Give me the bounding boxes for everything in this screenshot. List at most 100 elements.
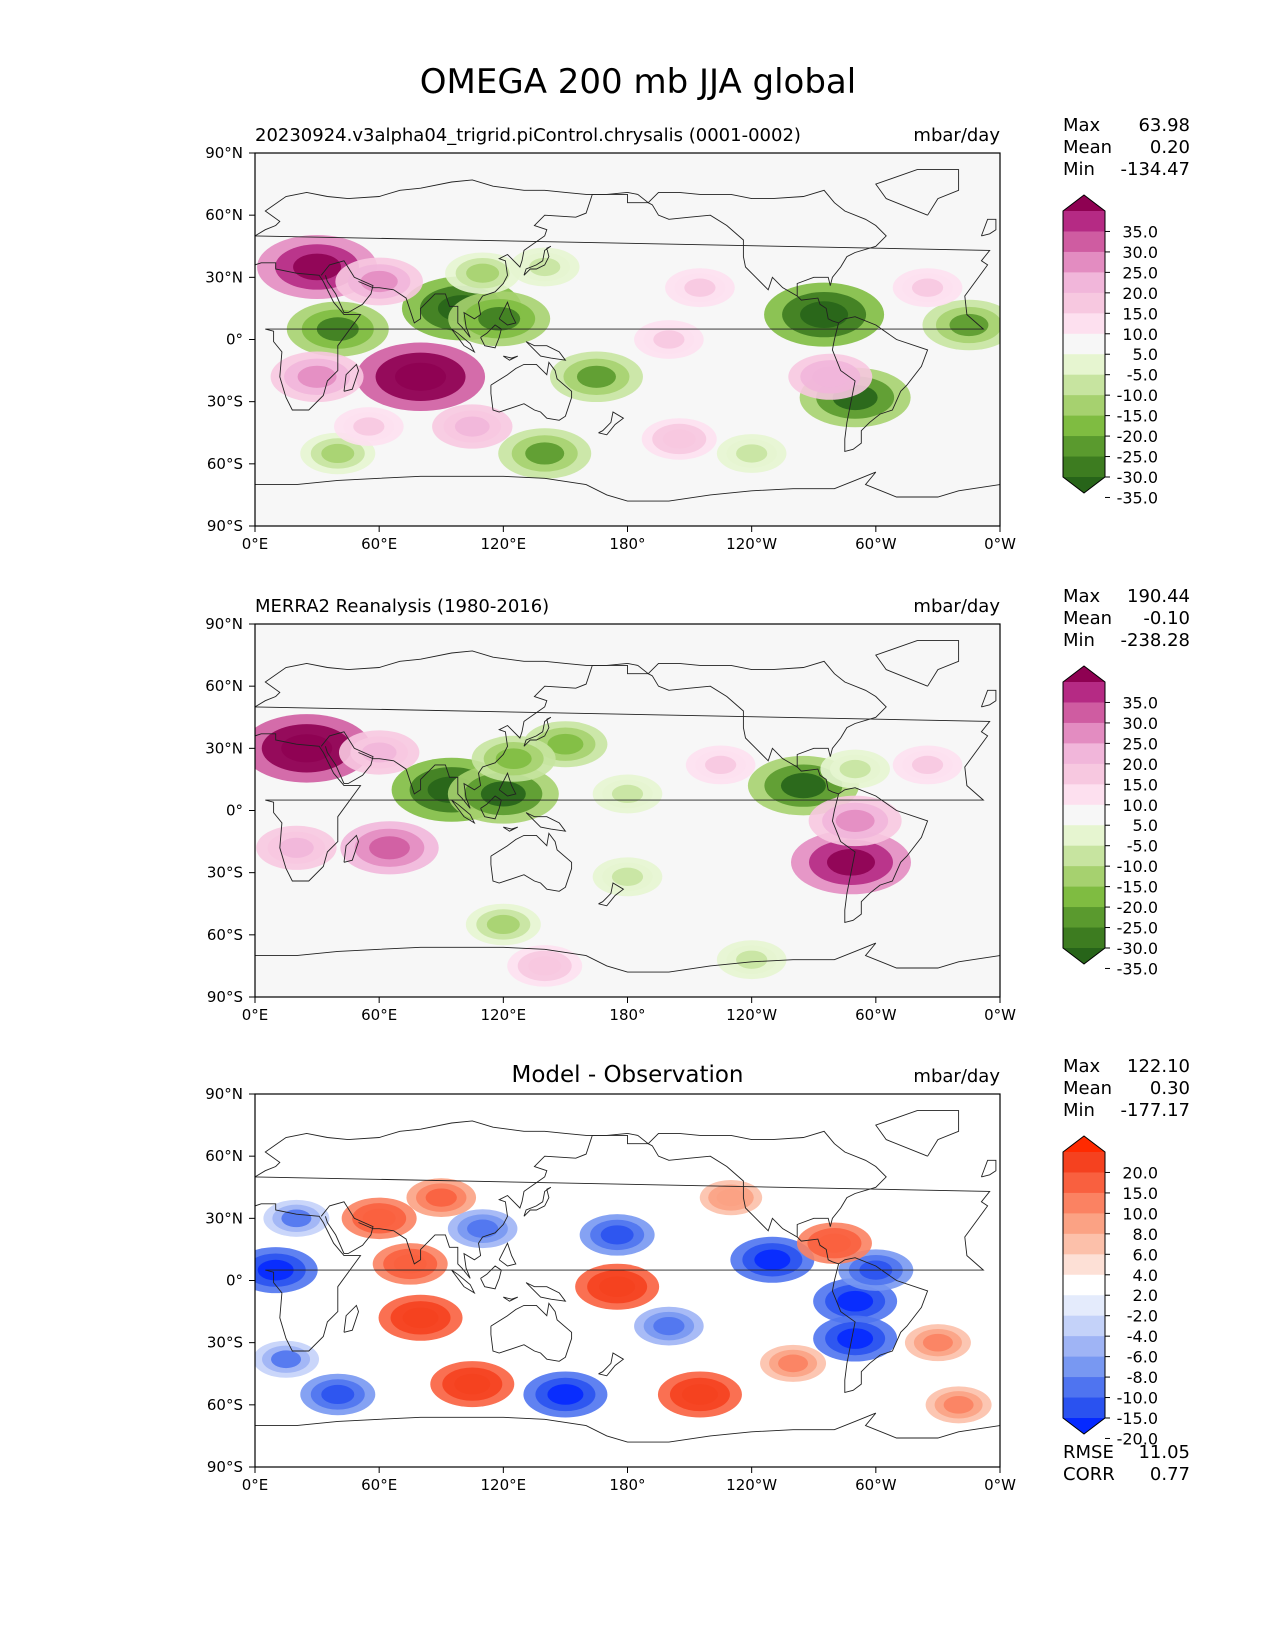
- field-feature: [611, 867, 644, 886]
- coastline: [523, 245, 552, 276]
- stat-label: Min: [1063, 630, 1095, 651]
- field-feature: [653, 330, 685, 349]
- stat-label: Mean: [1063, 137, 1112, 158]
- coastlines: [255, 1110, 1000, 1443]
- colorbar-bin: [1063, 1397, 1105, 1419]
- field-feature: [778, 1354, 809, 1373]
- field-feature: [835, 809, 875, 832]
- colorbar-bin: [1063, 907, 1105, 929]
- coastline: [647, 202, 798, 297]
- lon-tick-label: 120°W: [726, 1006, 777, 1024]
- lat-tick-label: 0°: [226, 802, 243, 820]
- field-feature: [681, 1384, 718, 1405]
- coastline: [480, 795, 502, 820]
- field-feature: [361, 742, 397, 763]
- lat-tick-label: 30°N: [205, 739, 243, 757]
- colorbar-tick-label: 25.0: [1122, 734, 1158, 753]
- colorbar-bin: [1063, 866, 1105, 888]
- field-feature: [528, 956, 562, 976]
- colorbar-tick-label: 10.0: [1122, 325, 1158, 344]
- colorbar-bin: [1063, 415, 1105, 437]
- extra-stat-value: 0.77: [1150, 1464, 1190, 1485]
- colorbar-bin: [1063, 804, 1105, 826]
- lon-tick-label: 0°W: [984, 1476, 1016, 1494]
- units-label: mbar/day: [913, 125, 1000, 146]
- field-feature: [278, 837, 314, 858]
- coastline: [498, 1242, 517, 1267]
- stat-value: -0.10: [1143, 608, 1190, 629]
- colorbar-tick-label: -10.0: [1117, 1389, 1158, 1408]
- panel-title: MERRA2 Reanalysis (1980-2016): [255, 596, 549, 617]
- field-feature: [911, 278, 944, 297]
- panel-2: 90°N 60°N 30°N 0° 30°S 60°S 90°S0°E 60°E 120°E 18…: [205, 586, 1190, 1024]
- panel-1: 90°N 60°N 30°N 0° 30°S 60°S 90°S0°E 60°E 120°E 18…: [205, 115, 1190, 553]
- lat-tick-label: 90°N: [205, 615, 243, 633]
- lon-tick-label: 0°E: [242, 535, 269, 553]
- colorbar-tick-label: -20.0: [1117, 1429, 1158, 1448]
- colorbar-tick-label: 2.0: [1133, 1286, 1158, 1305]
- coastline: [875, 169, 960, 216]
- colorbar-bin: [1063, 211, 1105, 232]
- coastline: [523, 1186, 552, 1217]
- extra-stat-label: RMSE: [1063, 1442, 1114, 1463]
- colorbar-tick-label: 4.0: [1133, 1266, 1158, 1285]
- colorbar-tick-label: 15.0: [1122, 304, 1158, 323]
- lat-tick-label: 60°S: [207, 1396, 243, 1414]
- stat-label: Min: [1063, 159, 1095, 180]
- lat-tick-label: 30°N: [205, 268, 243, 286]
- colorbar-bin: [1063, 333, 1105, 355]
- lon-tick-label: 0°W: [984, 535, 1016, 553]
- stat-value: -238.28: [1121, 630, 1190, 651]
- coastline: [498, 772, 517, 797]
- coastline: [647, 189, 929, 452]
- coastline: [451, 328, 476, 354]
- field-feature: [949, 313, 989, 337]
- coastline: [525, 341, 567, 361]
- field-feature: [716, 1189, 746, 1207]
- field-feature: [480, 781, 526, 807]
- panel-title: 20230924.v3alpha04_trigrid.piControl.chr…: [255, 125, 801, 146]
- lat-tick-label: 90°S: [207, 988, 243, 1006]
- field-feature: [705, 755, 737, 775]
- colorbar-tick-label: -35.0: [1117, 488, 1158, 507]
- coastline: [255, 1176, 991, 1352]
- colorbar-tick-label: 30.0: [1122, 714, 1158, 733]
- lon-tick-label: 0°E: [242, 1476, 269, 1494]
- field-feature: [547, 733, 584, 755]
- field-feature: [599, 1276, 636, 1298]
- field-feature: [662, 429, 696, 449]
- colorbar-tick-label: 35.0: [1122, 222, 1158, 241]
- colorbar-tick-label: -5.0: [1127, 366, 1158, 385]
- panel-3: 90°N 60°N 30°N 0° 30°S 60°S 90°S0°E 60°E 120°E 18…: [205, 1056, 1190, 1494]
- lat-tick-label: 60°N: [205, 1147, 243, 1165]
- colorbar-tick-label: 6.0: [1133, 1245, 1158, 1264]
- panel-center-title: Model - Observation: [511, 1062, 743, 1088]
- coastline: [503, 355, 518, 361]
- colorbar-bin: [1063, 825, 1105, 847]
- stat-label: Max: [1063, 586, 1101, 607]
- lon-tick-label: 180°: [609, 535, 645, 553]
- coastline: [343, 1304, 359, 1333]
- field-feature: [736, 444, 768, 463]
- coastline: [523, 716, 552, 747]
- field-feature: [922, 1333, 953, 1352]
- colorbar-tick-label: -15.0: [1117, 1409, 1158, 1428]
- field-feature: [837, 1290, 874, 1312]
- lon-tick-label: 120°W: [726, 535, 777, 553]
- field-feature: [780, 773, 826, 799]
- colorbar-bin: [1063, 374, 1105, 396]
- stat-value: 190.44: [1127, 586, 1190, 607]
- figure-title: OMEGA 200 mb JJA global: [420, 62, 856, 102]
- lat-tick-label: 30°N: [205, 1209, 243, 1227]
- stat-value: -134.47: [1121, 159, 1190, 180]
- coastline: [647, 1130, 929, 1393]
- stat-value: 122.10: [1127, 1056, 1190, 1077]
- coastlines: [255, 169, 1000, 502]
- lat-tick-label: 90°S: [207, 1458, 243, 1476]
- colorbar-extension-top: [1063, 195, 1105, 211]
- coastline: [503, 826, 518, 832]
- field-feature: [600, 1225, 634, 1245]
- lon-tick-label: 60°W: [855, 535, 897, 553]
- coastline: [598, 411, 625, 436]
- field-feature: [467, 1219, 499, 1238]
